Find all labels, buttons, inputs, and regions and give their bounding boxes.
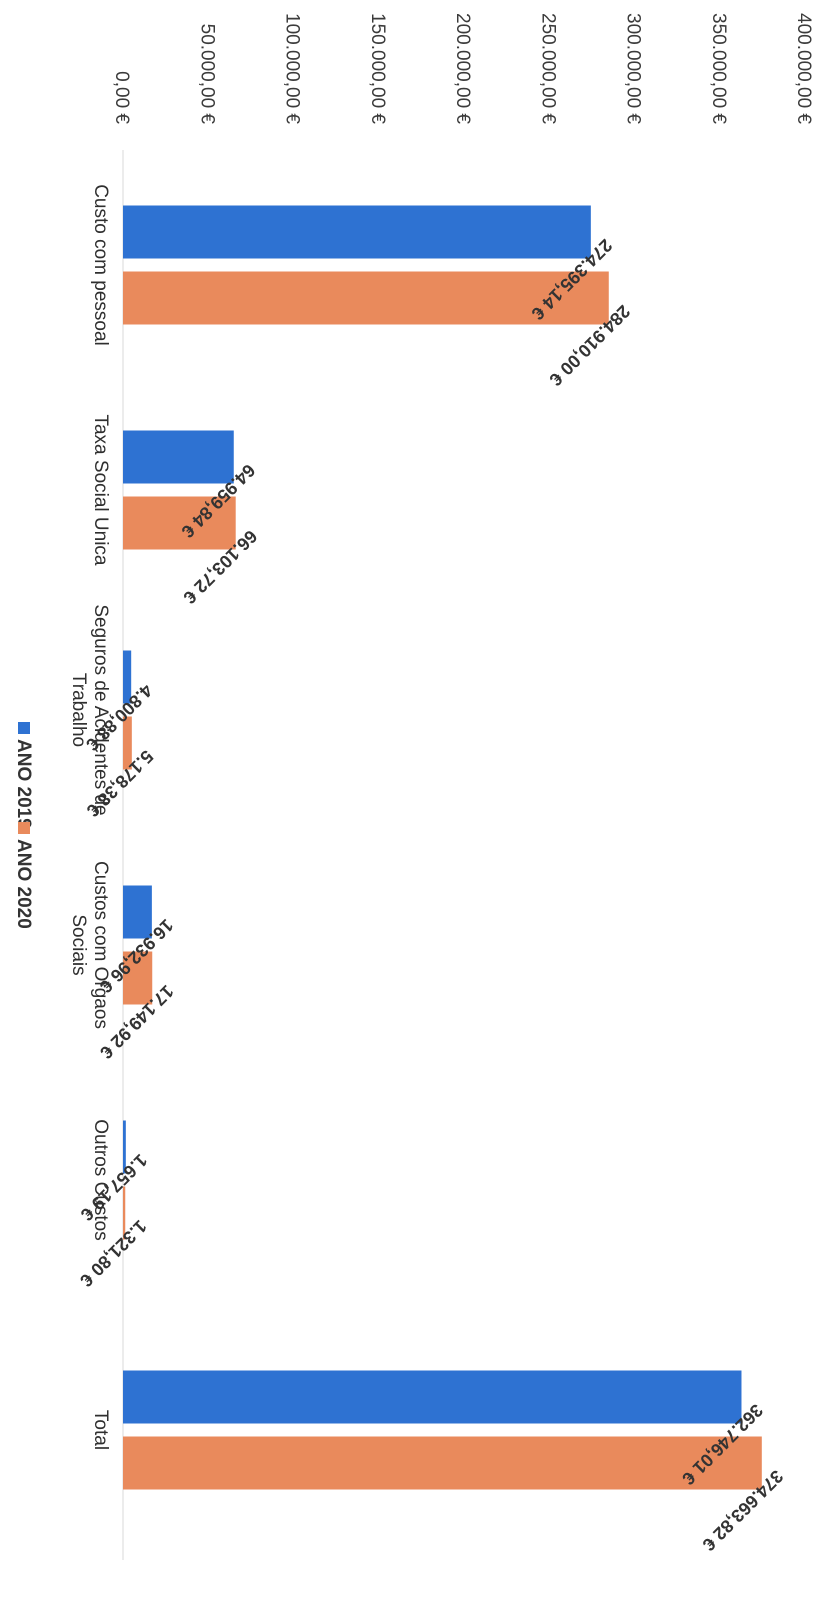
legend-swatch	[18, 822, 30, 834]
bar-2020	[123, 271, 609, 325]
bar-2020	[122, 951, 153, 1005]
y-tick-label: 0,00 €	[111, 71, 132, 124]
category-label: Custo com pessoal	[90, 184, 111, 346]
y-tick-label: 400.000,00 €	[793, 13, 814, 124]
bar-2019	[123, 1370, 742, 1424]
data-label: 1.321,80 €	[76, 1216, 150, 1290]
y-tick-label: 350.000,00 €	[708, 13, 729, 124]
y-tick-label: 300.000,00 €	[623, 13, 644, 124]
value-axis: 0,00 € 50.000,00 € 100.000,00 € 150.000,00 …	[111, 13, 814, 124]
bar-2020	[123, 496, 236, 550]
legend-swatch	[18, 722, 30, 734]
category-label: Total	[90, 1410, 111, 1450]
bar-2020	[122, 1436, 762, 1490]
bar-2019	[123, 205, 591, 259]
category-label: Taxa Social Unica	[90, 414, 111, 565]
y-tick-label: 100.000,00 €	[282, 13, 303, 124]
data-label: 1.657,19 €	[77, 1150, 151, 1224]
bar-2019	[123, 430, 234, 484]
bar-2020	[123, 716, 132, 770]
y-tick-label: 150.000,00 €	[367, 13, 388, 124]
legend: ANO 2019 ANO 2020	[13, 722, 34, 929]
bar-2019	[122, 1120, 126, 1174]
bar-2019	[122, 650, 132, 704]
category-label: Custos com Orgaos	[90, 861, 111, 1029]
bars-group	[122, 205, 762, 1490]
category-axis: Custo com pessoal Taxa Social Unica Seguro…	[68, 184, 111, 1450]
bar-2020	[122, 1186, 126, 1240]
category-label: Outros Custos	[90, 1119, 111, 1240]
legend-label: ANO 2019	[13, 739, 34, 829]
bar-2019	[122, 885, 152, 939]
category-label: Trabalho	[68, 673, 89, 747]
y-tick-label: 200.000,00 €	[452, 13, 473, 124]
y-tick-label: 250.000,00 €	[537, 13, 558, 124]
y-tick-label: 50.000,00 €	[196, 24, 217, 125]
category-label: Seguros de Acidentes de	[90, 604, 111, 815]
category-label: Sociais	[68, 914, 89, 975]
legend-label: ANO 2020	[13, 839, 34, 929]
plot-area: 0,00 € 50.000,00 € 100.000,00 € 150.000,00 …	[13, 13, 814, 1560]
